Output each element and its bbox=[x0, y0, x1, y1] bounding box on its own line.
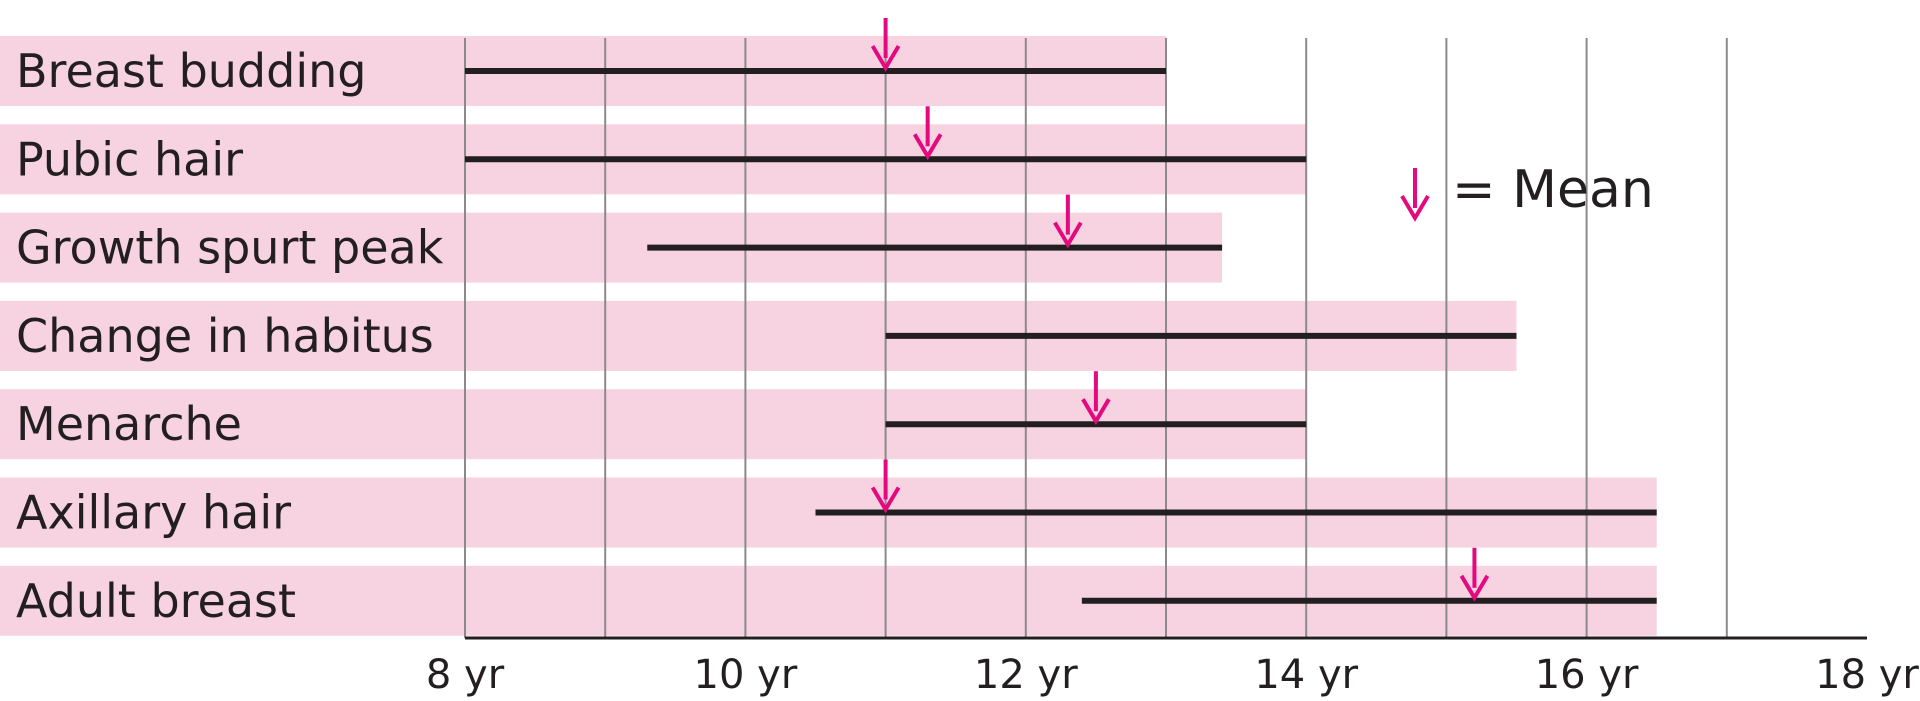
mean-arrow-head bbox=[1053, 221, 1083, 249]
mean-arrow bbox=[1081, 371, 1111, 426]
x-tick-label: 12 yr bbox=[974, 652, 1078, 698]
mean-arrow-head bbox=[870, 486, 901, 514]
legend-mean-arrow-head bbox=[1400, 194, 1430, 222]
row-label: Change in habitus bbox=[16, 309, 434, 363]
mean-arrow bbox=[912, 106, 943, 161]
row-label: Axillary hair bbox=[16, 486, 291, 540]
mean-arrow bbox=[1053, 194, 1083, 249]
row-label: Adult breast bbox=[16, 574, 296, 628]
mean-arrow bbox=[870, 459, 901, 514]
x-tick-label: 8 yr bbox=[426, 652, 505, 698]
row-labels: Breast budding Pubic hair Growth spurt pea… bbox=[16, 44, 444, 628]
legend-mean-arrow bbox=[1400, 168, 1430, 222]
mean-arrows bbox=[870, 18, 1490, 602]
row-label: Growth spurt peak bbox=[16, 221, 444, 275]
range-lines bbox=[465, 68, 1657, 604]
x-tick-label: 18 yr bbox=[1815, 652, 1919, 698]
legend: = Mean bbox=[1400, 160, 1654, 222]
x-axis: 8 yr 10 yr 12 yr 14 yr 16 yr 18 yr bbox=[426, 636, 1919, 698]
row-label: Menarche bbox=[16, 397, 242, 451]
legend-arrow-icon bbox=[1400, 168, 1430, 222]
x-tick-label: 14 yr bbox=[1254, 652, 1358, 698]
mean-arrow-head bbox=[1459, 574, 1490, 602]
row-label: Breast budding bbox=[16, 44, 366, 98]
mean-arrow bbox=[870, 18, 901, 72]
mean-arrow bbox=[1459, 547, 1490, 602]
legend-text: = Mean bbox=[1452, 160, 1654, 220]
x-tick-label: 10 yr bbox=[694, 652, 798, 698]
mean-arrow-head bbox=[912, 133, 943, 161]
x-tick-label: 16 yr bbox=[1535, 652, 1639, 698]
row-label: Pubic hair bbox=[16, 132, 243, 186]
mean-arrow-head bbox=[870, 44, 901, 72]
mean-arrow-head bbox=[1081, 398, 1111, 426]
